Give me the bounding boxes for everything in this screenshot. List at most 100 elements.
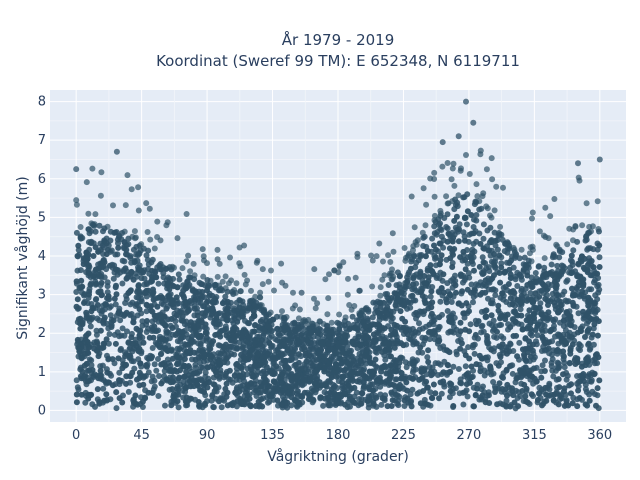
data-point xyxy=(596,254,603,261)
data-point xyxy=(169,325,176,331)
data-point xyxy=(481,245,488,252)
data-point xyxy=(388,403,395,409)
data-point xyxy=(251,381,258,388)
data-point xyxy=(479,392,486,399)
data-point xyxy=(215,358,222,365)
data-point xyxy=(477,291,484,298)
data-point xyxy=(471,403,477,410)
data-point xyxy=(324,346,331,353)
data-point xyxy=(552,284,559,291)
data-point xyxy=(437,207,444,214)
data-point xyxy=(521,381,528,388)
data-point xyxy=(82,336,89,343)
data-point xyxy=(318,347,325,353)
data-point xyxy=(236,297,243,303)
data-point xyxy=(477,240,484,247)
data-point xyxy=(498,333,505,340)
data-point xyxy=(560,348,567,355)
data-point xyxy=(360,372,367,379)
data-point xyxy=(326,397,333,404)
data-point xyxy=(306,391,313,398)
data-point xyxy=(381,272,388,279)
data-point xyxy=(104,369,111,376)
data-point xyxy=(179,313,186,320)
data-point xyxy=(524,325,531,332)
data-point xyxy=(94,386,101,393)
data-point xyxy=(73,229,80,236)
data-point xyxy=(96,344,103,351)
data-point xyxy=(407,336,414,343)
data-point xyxy=(394,322,400,329)
data-point xyxy=(543,397,550,404)
data-point xyxy=(580,283,587,290)
data-point xyxy=(258,383,265,390)
data-point xyxy=(143,252,150,259)
data-point xyxy=(251,328,258,335)
data-point xyxy=(108,324,115,330)
data-point xyxy=(424,401,431,408)
data-point xyxy=(214,256,221,263)
data-point xyxy=(395,397,402,404)
data-point xyxy=(555,365,562,372)
data-point xyxy=(428,288,435,295)
data-point xyxy=(281,327,288,334)
data-point xyxy=(75,386,82,393)
data-point xyxy=(461,237,468,244)
data-point xyxy=(281,341,288,348)
data-point xyxy=(554,291,561,298)
data-point xyxy=(419,229,426,236)
data-point xyxy=(104,223,111,230)
data-point xyxy=(453,289,459,296)
data-point xyxy=(370,398,377,404)
data-point xyxy=(123,361,130,368)
data-point xyxy=(322,357,329,364)
data-point xyxy=(374,321,381,328)
data-point xyxy=(519,298,525,305)
data-point xyxy=(212,332,219,338)
data-point xyxy=(564,298,570,305)
data-point xyxy=(302,350,309,357)
data-point xyxy=(83,249,90,256)
data-point xyxy=(109,382,116,389)
data-point xyxy=(554,276,561,283)
data-point xyxy=(502,268,509,275)
data-point xyxy=(248,315,255,322)
data-point xyxy=(191,272,198,279)
data-point xyxy=(193,369,200,376)
data-point xyxy=(471,216,477,223)
data-point xyxy=(437,298,444,305)
data-point xyxy=(201,282,208,289)
data-point xyxy=(97,192,104,199)
data-point xyxy=(116,232,123,239)
data-point xyxy=(386,272,393,279)
data-point xyxy=(259,281,266,288)
data-point xyxy=(157,342,164,349)
data-point xyxy=(280,357,287,364)
data-point xyxy=(549,356,556,363)
data-point xyxy=(574,359,581,366)
data-point xyxy=(538,326,545,333)
data-point xyxy=(556,254,563,261)
data-point xyxy=(196,402,203,409)
data-point xyxy=(148,355,155,362)
data-point xyxy=(247,402,253,409)
data-point xyxy=(412,329,419,335)
data-point xyxy=(82,344,89,351)
data-point xyxy=(270,316,277,323)
data-point xyxy=(377,304,384,310)
data-point xyxy=(73,303,80,310)
data-point xyxy=(439,277,446,284)
data-point xyxy=(435,324,442,331)
data-point xyxy=(587,245,594,252)
y-axis-label: Signifikant våghöjd (m) xyxy=(14,176,31,339)
data-point xyxy=(483,166,490,173)
data-point xyxy=(316,362,323,369)
data-point xyxy=(450,276,457,282)
data-point xyxy=(585,327,592,334)
data-point xyxy=(211,388,218,395)
data-point xyxy=(422,335,429,341)
data-point xyxy=(456,221,463,228)
data-point xyxy=(94,302,101,308)
data-point xyxy=(449,247,456,254)
data-point xyxy=(81,300,87,306)
